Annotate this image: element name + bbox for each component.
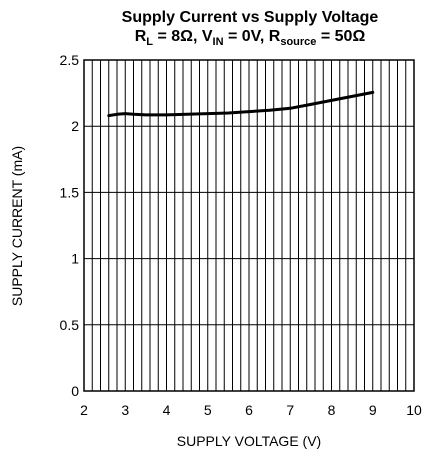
x-axis-label: SUPPLY VOLTAGE (V) bbox=[177, 433, 321, 449]
y-tick-label: 2.5 bbox=[60, 52, 80, 68]
subtitle-rl-rest: = 8Ω, bbox=[153, 28, 202, 45]
y-tick-label: 0.5 bbox=[60, 317, 80, 333]
chart-title: Supply Current vs Supply Voltage bbox=[122, 9, 379, 26]
subtitle-rsource-main: R bbox=[269, 28, 281, 45]
subtitle-vin-main: V bbox=[202, 28, 213, 45]
x-tick-label: 10 bbox=[406, 402, 422, 418]
x-tick-label: 6 bbox=[245, 402, 253, 418]
y-tick-labels: 0 0.5 1 1.5 2 2.5 bbox=[60, 52, 80, 399]
plot-frame bbox=[83, 59, 415, 392]
subtitle-vin-rest: = 0V, bbox=[224, 28, 269, 45]
subtitle-rsource-sub: source bbox=[280, 36, 316, 48]
supply-current-line bbox=[107, 90, 375, 118]
y-tick-label: 1 bbox=[71, 251, 79, 267]
x-tick-label: 9 bbox=[369, 402, 377, 418]
x-tick-label: 3 bbox=[121, 402, 129, 418]
x-tick-label: 7 bbox=[286, 402, 294, 418]
y-tick-label: 2 bbox=[71, 118, 79, 134]
x-tick-label: 8 bbox=[328, 402, 336, 418]
x-tick-labels: 2 3 4 5 6 7 8 9 10 bbox=[80, 402, 422, 418]
y-tick-label: 1.5 bbox=[60, 184, 80, 200]
y-axis-label: SUPPLY CURRENT (mA) bbox=[9, 146, 25, 306]
x-tick-label: 2 bbox=[80, 402, 88, 418]
subtitle-rl-sub: L bbox=[146, 36, 153, 48]
x-tick-label: 5 bbox=[204, 402, 212, 418]
y-tick-label: 0 bbox=[71, 383, 79, 399]
subtitle-rsource-rest: = 50Ω bbox=[316, 28, 365, 45]
subtitle-rl-main: R bbox=[135, 28, 147, 45]
x-tick-label: 4 bbox=[163, 402, 171, 418]
chart-subtitle: RL = 8Ω, VIN = 0V, Rsource = 50Ω bbox=[135, 28, 366, 48]
grid bbox=[84, 60, 414, 391]
subtitle-vin-sub: IN bbox=[213, 36, 224, 48]
